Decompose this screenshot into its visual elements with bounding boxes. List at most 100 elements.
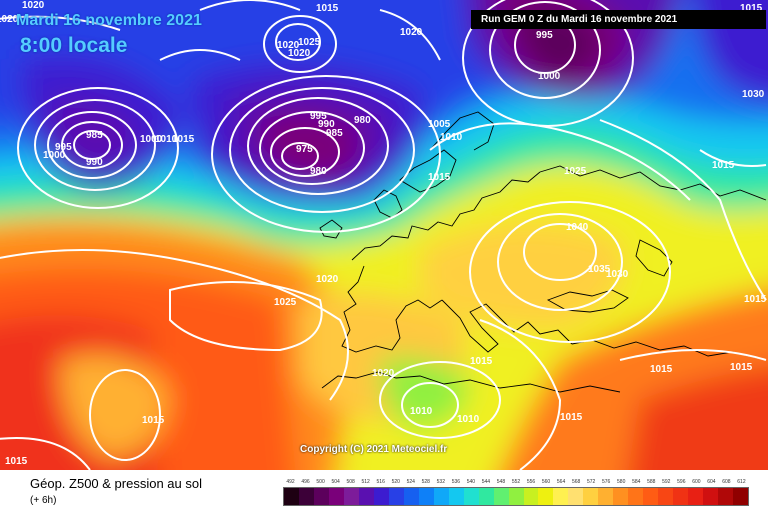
pressure-label: 1015 xyxy=(142,415,165,426)
scale-swatch xyxy=(673,488,689,505)
pressure-label: 1030 xyxy=(606,269,629,280)
pressure-label: 1010 xyxy=(155,134,178,145)
pressure-label: 1020 xyxy=(277,40,300,51)
pressure-label: 980 xyxy=(354,115,371,126)
pressure-label: 1025 xyxy=(274,297,297,308)
pressure-label: 990 xyxy=(318,119,335,130)
forecast-date: Mardi 16 novembre 2021 xyxy=(16,12,202,29)
scale-swatch xyxy=(733,488,749,505)
geopotential-scale-labels: 492 496 500 504 508 512 516 520 524 528 532 536 540 5… xyxy=(283,479,749,485)
scale-swatch xyxy=(703,488,719,505)
scale-swatch xyxy=(298,488,314,505)
scale-value: 500 xyxy=(316,479,325,485)
pressure-label: 1015 xyxy=(560,412,583,423)
scale-swatch xyxy=(313,488,329,505)
pressure-label: 1020 xyxy=(372,368,395,379)
scale-swatch xyxy=(343,488,359,505)
pressure-label: 995 xyxy=(55,142,72,153)
scale-value: 592 xyxy=(662,479,671,485)
pressure-label: 1020 xyxy=(22,0,45,11)
pressure-label: 1040 xyxy=(566,222,589,233)
scale-value: 492 xyxy=(286,479,295,485)
pressure-label: 1015 xyxy=(172,134,195,145)
pressure-label: 1030 xyxy=(742,89,765,100)
pressure-label: 1020 xyxy=(400,27,423,38)
pressure-label: 975 xyxy=(296,144,313,155)
scale-swatch xyxy=(448,488,464,505)
pressure-label: 1025 xyxy=(298,37,321,48)
scale-swatch xyxy=(568,488,584,505)
scale-swatch xyxy=(688,488,704,505)
scale-value: 604 xyxy=(707,479,716,485)
scale-value: 580 xyxy=(617,479,626,485)
pressure-label: 1015 xyxy=(712,160,735,171)
pressure-label: 985 xyxy=(326,128,343,139)
pressure-label: 1010 xyxy=(457,414,480,425)
pressure-label: 1035 xyxy=(588,264,611,275)
pressure-label: 1025 xyxy=(564,166,587,177)
scale-swatch xyxy=(373,488,389,505)
scale-value: 600 xyxy=(692,479,701,485)
scale-value: 512 xyxy=(361,479,370,485)
pressure-label: 1015 xyxy=(740,3,763,14)
pressure-label: 1000 xyxy=(538,71,561,82)
scale-value: 584 xyxy=(632,479,641,485)
pressure-label: 995 xyxy=(536,30,553,41)
scale-value: 564 xyxy=(556,479,566,485)
pressure-label: 1015 xyxy=(470,356,493,367)
scale-swatch xyxy=(523,488,539,505)
scale-swatch xyxy=(388,488,404,505)
pressure-isobars xyxy=(0,0,766,470)
pressure-label: 1020 xyxy=(0,14,19,25)
scale-swatch xyxy=(613,488,629,505)
scale-value: 612 xyxy=(737,479,746,485)
scale-swatch xyxy=(493,488,509,505)
scale-swatch xyxy=(358,488,374,505)
scale-value: 608 xyxy=(722,479,731,485)
pressure-label: 1005 xyxy=(428,119,451,130)
pressure-label: 1020 xyxy=(316,274,339,285)
pressure-label: 1010 xyxy=(440,132,463,143)
scale-swatch xyxy=(478,488,494,505)
legend-subtitle: (+ 6h) xyxy=(30,495,57,506)
weather-map: 1020 1020 1015 1025 1020 1020 1020 995 1… xyxy=(0,0,768,470)
scale-value: 528 xyxy=(421,479,430,485)
scale-swatch xyxy=(284,488,299,505)
pressure-label: 1000 xyxy=(43,150,66,161)
scale-swatch xyxy=(508,488,524,505)
map-graphic: 1020 1020 1015 1025 1020 1020 1020 995 1… xyxy=(0,0,768,470)
scale-value: 516 xyxy=(376,479,385,485)
scale-swatch xyxy=(658,488,674,505)
scale-swatch xyxy=(583,488,599,505)
pressure-label: 1000 xyxy=(140,134,163,145)
scale-value: 548 xyxy=(496,479,506,485)
pressure-label: 1010 xyxy=(410,406,433,417)
forecast-local-time: 8:00 locale xyxy=(20,34,128,57)
pressure-label: 1015 xyxy=(730,362,753,373)
pressure-label: 1020 xyxy=(288,48,311,59)
scale-swatch xyxy=(463,488,479,505)
scale-swatch xyxy=(538,488,554,505)
scale-value: 556 xyxy=(526,479,536,485)
scale-value: 544 xyxy=(481,479,491,485)
pressure-label: 1015 xyxy=(428,172,451,183)
pressure-label: 1015 xyxy=(316,3,339,14)
scale-swatch xyxy=(553,488,569,505)
copyright-notice: Copyright (C) 2021 Meteociel.fr xyxy=(300,444,448,455)
scale-swatch xyxy=(598,488,614,505)
scale-value: 596 xyxy=(677,479,686,485)
pressure-label: 1015 xyxy=(650,364,673,375)
pressure-label: 980 xyxy=(310,166,327,177)
scale-swatch xyxy=(418,488,434,505)
legend-title: Géop. Z500 & pression au sol xyxy=(30,476,202,491)
coastlines xyxy=(319,111,767,393)
geopotential-color-scale xyxy=(283,487,749,506)
pressure-label: 985 xyxy=(86,130,103,141)
scale-swatch xyxy=(643,488,659,505)
scale-swatch xyxy=(328,488,344,505)
scale-value: 532 xyxy=(436,479,445,485)
scale-value: 524 xyxy=(406,479,415,485)
scale-swatch xyxy=(403,488,419,505)
scale-value: 568 xyxy=(571,479,581,485)
pressure-label: 995 xyxy=(310,111,327,122)
